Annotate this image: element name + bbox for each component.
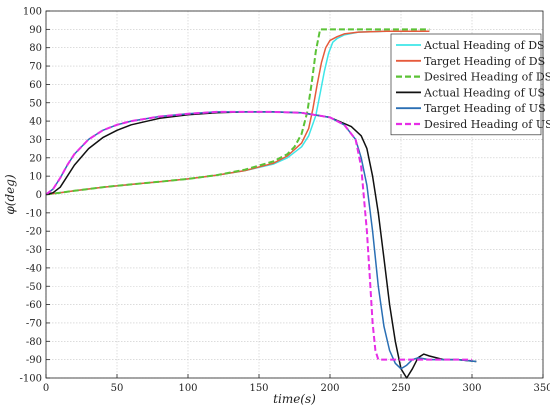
legend-label: Actual Heading of DS (423, 39, 545, 52)
series-line (45, 28, 430, 196)
y-tick-label: -30 (26, 245, 42, 256)
x-tick-label: 350 (533, 383, 550, 394)
series-line (45, 110, 472, 361)
y-tick-label: 0 (36, 190, 42, 201)
y-tick-label: 60 (29, 80, 42, 91)
y-tick-label: -50 (26, 282, 42, 293)
axis-ticks: 0 50 100 150 200 250 300 350-100-90-80-70-60-50… (20, 7, 550, 395)
y-axis-label: φ(deg) (3, 174, 17, 215)
legend-box (390, 33, 542, 136)
y-tick-label: 20 (29, 153, 42, 164)
legend-label: Target Heading of US (424, 102, 546, 115)
legend-label: Actual Heading of US (423, 86, 545, 99)
plot-series (45, 28, 477, 379)
x-tick-label: 300 (462, 383, 481, 394)
y-tick-label: -20 (26, 227, 42, 238)
y-tick-label: -80 (26, 337, 42, 348)
x-axis-label: time(s) (273, 392, 316, 406)
y-tick-label: 90 (29, 25, 42, 36)
legend-label: Desired Heading of US (424, 118, 550, 131)
y-tick-label: 70 (29, 62, 42, 73)
x-tick-label: 50 (111, 383, 124, 394)
x-tick-label: 250 (391, 383, 410, 394)
y-tick-label: 50 (29, 98, 42, 109)
y-tick-label: 100 (23, 7, 42, 18)
y-tick-label: 40 (29, 117, 42, 128)
y-tick-label: -60 (26, 300, 42, 311)
legend: Actual Heading of DS Target Heading of DS… (390, 33, 550, 136)
y-tick-label: 10 (29, 172, 42, 183)
x-tick-label: 100 (178, 383, 197, 394)
y-tick-label: -90 (26, 355, 42, 366)
y-tick-label: 30 (29, 135, 42, 146)
legend-label: Target Heading of DS (424, 55, 545, 68)
x-tick-label: 0 (43, 383, 49, 394)
legend-label: Desired Heading of DS (424, 71, 550, 84)
y-tick-label: -70 (26, 318, 42, 329)
x-tick-label: 200 (320, 383, 339, 394)
y-tick-label: 80 (29, 43, 42, 54)
y-tick-label: -100 (20, 374, 42, 385)
x-tick-label: 150 (249, 383, 268, 394)
y-tick-label: -40 (26, 263, 42, 274)
series-line (45, 111, 477, 379)
y-tick-label: -10 (26, 208, 42, 219)
